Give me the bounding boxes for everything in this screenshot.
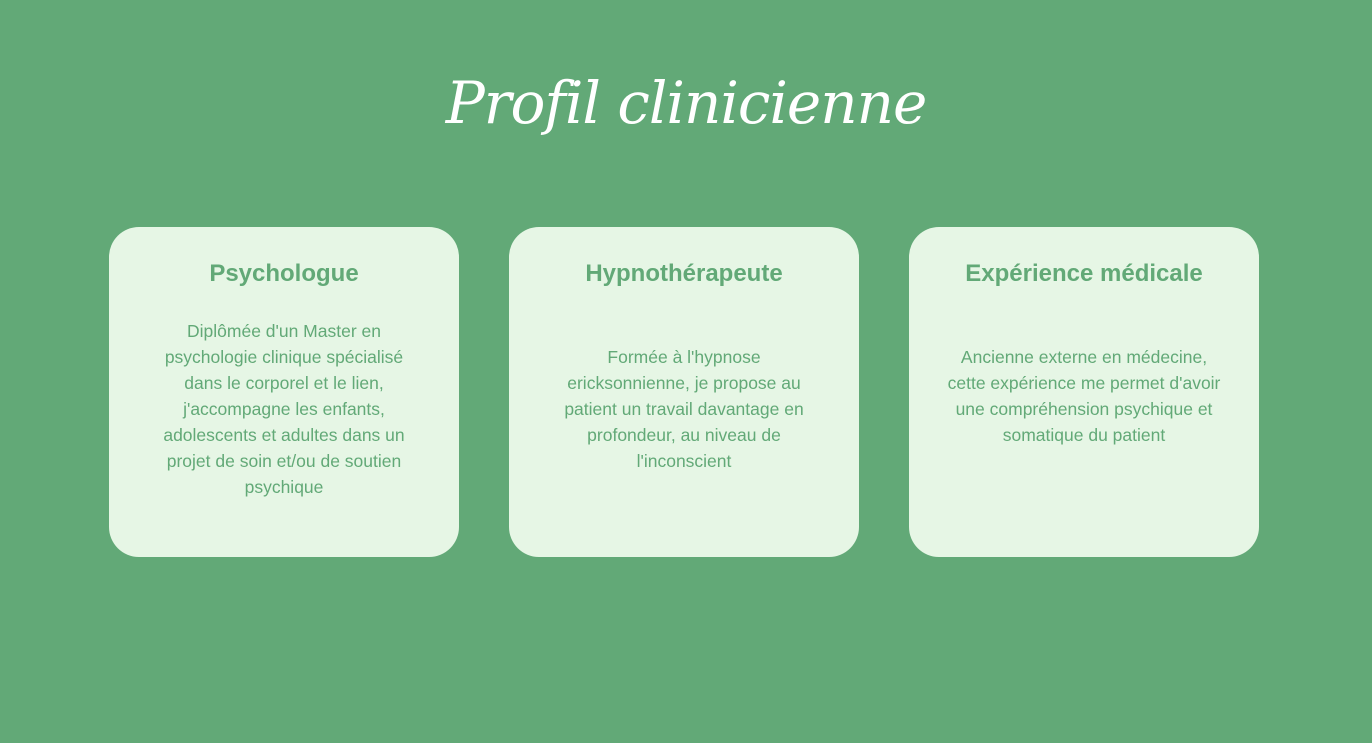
card-text: Diplômée d'un Master en psychologie clin… xyxy=(163,321,405,497)
section-title: Profil clinicienne xyxy=(445,69,928,137)
cards-row: Psychologue Diplômée d'un Master en psyc… xyxy=(109,227,1259,557)
card-title: Expérience médicale xyxy=(965,260,1203,287)
card-text: Formée à l'hypnose ericksonnienne, je pr… xyxy=(564,347,804,471)
card-text: Ancienne externe en médecine, cette expé… xyxy=(947,347,1221,445)
card-hypnotherapeute: Hypnothérapeute Formée à l'hypnose erick… xyxy=(509,227,859,557)
card-experience-medicale: Expérience médicale Ancienne externe en … xyxy=(909,227,1259,557)
card-psychologue: Psychologue Diplômée d'un Master en psyc… xyxy=(109,227,459,557)
card-title: Psychologue xyxy=(209,260,359,287)
card-title: Hypnothérapeute xyxy=(585,260,783,287)
